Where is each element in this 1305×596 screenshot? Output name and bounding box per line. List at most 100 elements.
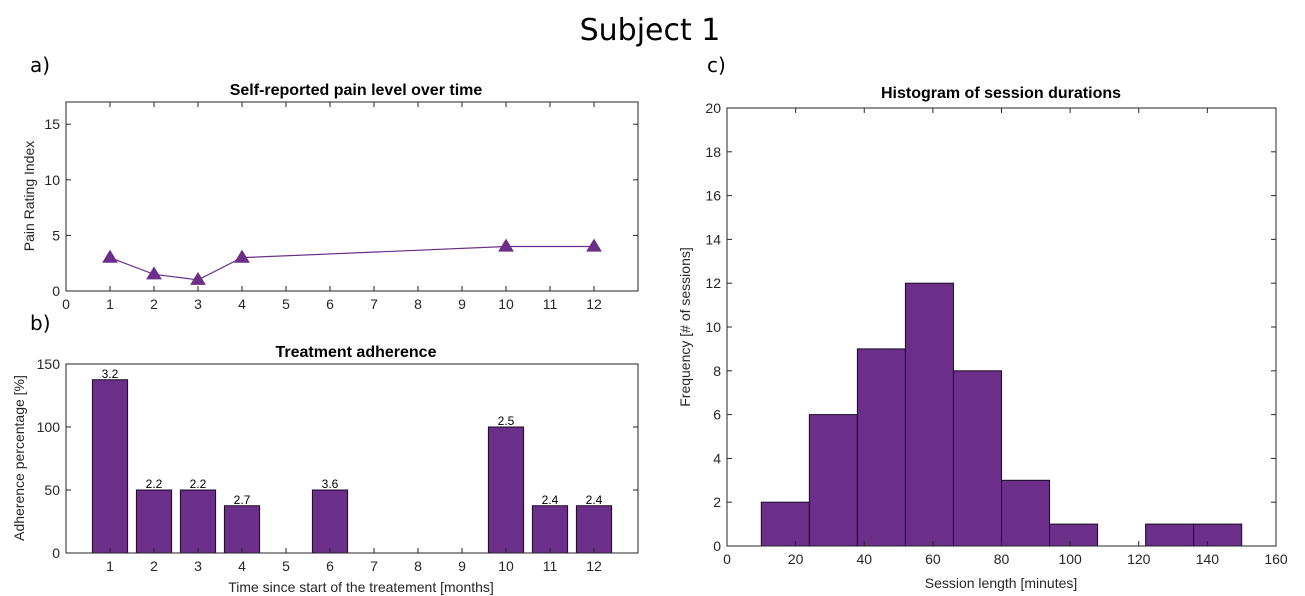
chart-c-bar (1049, 523, 1099, 547)
chart-b-bar (311, 489, 349, 554)
chart-pain-level: Self-reported pain level over time Pain … (21, 82, 639, 312)
chart-b-ytick-label: 150 (37, 356, 61, 372)
chart-a-point-marker (234, 249, 250, 263)
chart-a-xtick-label: 4 (238, 296, 246, 312)
chart-a-xtick-label: 2 (150, 296, 158, 312)
chart-c-bar (1193, 523, 1243, 547)
chart-c-bar (952, 370, 1003, 547)
chart-c-bar (904, 282, 954, 547)
chart-b-xtick-label: 10 (498, 558, 514, 574)
chart-c-xtick-label: 40 (856, 551, 872, 567)
chart-c-ytick-label: 16 (705, 188, 721, 204)
chart-b-data-label: 2.2 (190, 477, 207, 491)
chart-b-xtick-label: 3 (194, 558, 202, 574)
chart-b-xtick-label: 8 (414, 558, 422, 574)
chart-a-xtick-label: 12 (586, 296, 602, 312)
chart-b-xtick-label: 11 (543, 558, 558, 574)
chart-b-data-label: 2.4 (542, 493, 559, 507)
chart-a-xtick-label: 5 (282, 296, 290, 312)
chart-b-xtick-label: 12 (586, 558, 602, 574)
chart-session-histogram: Histogram of session durations Frequency… (677, 85, 1288, 591)
chart-c-bar (856, 348, 906, 547)
chart-b-ytick-label: 100 (37, 419, 61, 435)
chart-b-data-label: 2.2 (146, 477, 163, 491)
chart-c-ytick-label: 8 (713, 363, 721, 379)
chart-a-xtick-label: 0 (62, 296, 70, 312)
chart-a-ytick-label: 10 (44, 172, 60, 188)
chart-c-ylabel: Frequency [# of sessions] (677, 247, 693, 407)
chart-a-xtick-label: 11 (543, 296, 558, 312)
chart-b-data-label: 2.5 (498, 414, 515, 428)
chart-c-bar (760, 501, 810, 547)
chart-b-xtick-label: 5 (282, 558, 290, 574)
chart-c-xtick-label: 120 (1127, 551, 1151, 567)
chart-a-series-line (109, 245, 594, 281)
figure-suptitle: Subject 1 (580, 13, 721, 48)
chart-c-xlabel: Session length [minutes] (925, 575, 1078, 591)
panel-label-a: a) (30, 53, 50, 77)
chart-b-ylabel: Adherence percentage [%] (11, 375, 27, 541)
chart-a-point-marker (102, 249, 118, 263)
chart-b-title: Treatment adherence (276, 344, 437, 361)
chart-c-xtick-label: 100 (1058, 551, 1082, 567)
chart-b-bar (575, 505, 613, 554)
chart-a-point-marker (586, 238, 602, 252)
chart-b-bar (179, 489, 217, 554)
chart-a-xtick-label: 8 (414, 296, 422, 312)
chart-b-xtick-label: 9 (458, 558, 466, 574)
chart-b-axes-box (65, 363, 639, 554)
chart-b-data-label: 2.4 (586, 493, 603, 507)
chart-a-ytick-label: 0 (52, 283, 60, 299)
chart-a-ytick-label: 5 (52, 227, 60, 243)
chart-a-ytick-label: 15 (44, 116, 60, 132)
chart-c-ytick-label: 20 (705, 100, 721, 116)
chart-b-xtick-label: 6 (326, 558, 334, 574)
chart-b-data-label: 3.2 (102, 367, 119, 381)
chart-b-bar (487, 426, 525, 554)
chart-c-bar (1145, 523, 1195, 547)
chart-a-point-marker (146, 266, 162, 280)
chart-c-xtick-label: 60 (925, 551, 941, 567)
chart-b-data-label: 3.6 (322, 477, 339, 491)
chart-a-xtick-label: 6 (326, 296, 334, 312)
chart-c-ytick-label: 6 (713, 407, 721, 423)
chart-b-bar (91, 379, 129, 554)
chart-c-xtick-label: 20 (788, 551, 804, 567)
chart-a-axes-box (65, 101, 639, 292)
chart-c-title: Histogram of session durations (881, 85, 1121, 102)
chart-c-ytick-label: 18 (705, 144, 721, 160)
chart-b-bar (531, 505, 569, 554)
chart-a-xtick-label: 1 (106, 296, 114, 312)
chart-a-point-marker (498, 238, 514, 252)
chart-a-xtick-label: 9 (458, 296, 466, 312)
chart-b-ytick-label: 0 (52, 545, 60, 561)
chart-treatment-adherence: Treatment adherence Adherence percentage… (11, 344, 639, 595)
panel-label-c: c) (707, 53, 726, 77)
chart-c-bar (808, 414, 858, 547)
chart-c-xtick-label: 0 (723, 551, 731, 567)
chart-a-xtick-label: 7 (370, 296, 378, 312)
chart-a-point-marker (190, 271, 206, 285)
chart-c-ytick-label: 14 (705, 231, 721, 247)
chart-b-xlabel: Time since start of the treatement [mont… (228, 579, 494, 595)
chart-c-ytick-label: 2 (713, 494, 721, 510)
chart-c-xtick-label: 140 (1196, 551, 1220, 567)
chart-c-bar (1001, 479, 1051, 547)
chart-b-data-label: 2.7 (234, 493, 251, 507)
chart-b-xtick-label: 7 (370, 558, 378, 574)
chart-b-bar (223, 505, 261, 554)
chart-b-ytick-label: 50 (44, 482, 60, 498)
chart-b-xtick-label: 2 (150, 558, 158, 574)
chart-a-xtick-label: 3 (194, 296, 202, 312)
panel-label-b: b) (30, 311, 51, 335)
chart-c-ytick-label: 10 (705, 319, 721, 335)
chart-a-ylabel: Pain Rating Index (21, 141, 37, 252)
chart-a-xtick-label: 10 (498, 296, 514, 312)
chart-b-xtick-label: 4 (238, 558, 246, 574)
chart-b-xtick-label: 1 (106, 558, 114, 574)
chart-b-bar (135, 489, 173, 554)
chart-c-ytick-label: 4 (713, 450, 721, 466)
chart-c-ytick-label: 0 (713, 538, 721, 554)
chart-c-xtick-label: 80 (994, 551, 1010, 567)
